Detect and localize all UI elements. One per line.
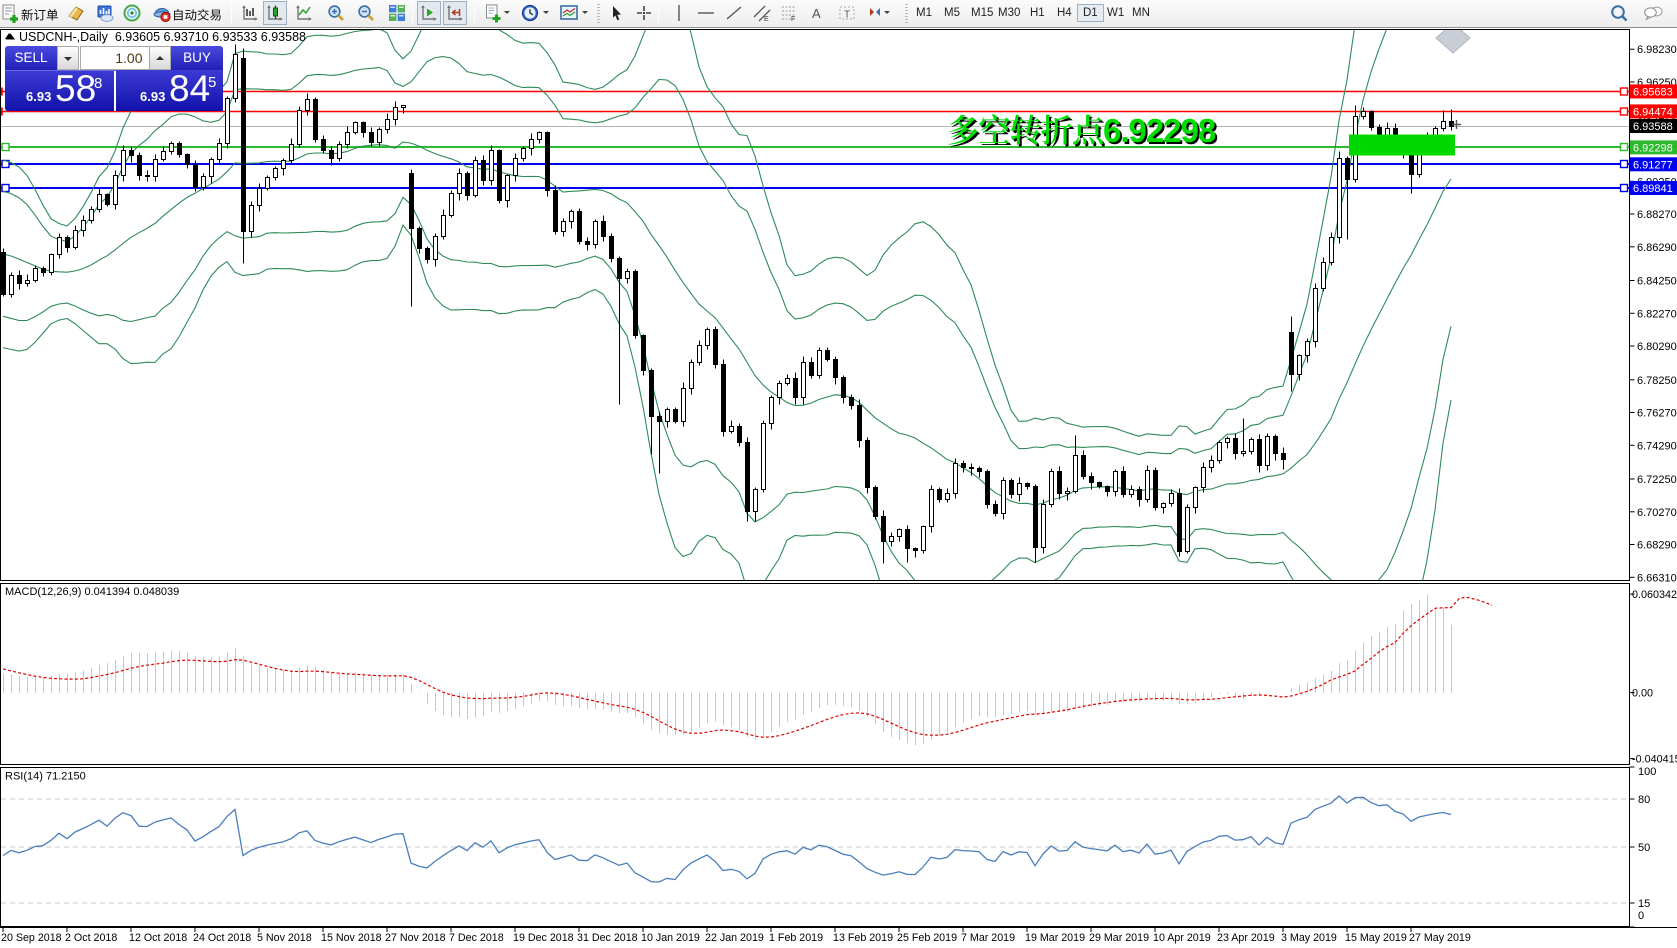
svg-text:20 Sep 2018: 20 Sep 2018 [1, 932, 62, 944]
svg-text:A: A [812, 6, 821, 21]
svg-text:7 Mar 2019: 7 Mar 2019 [961, 932, 1015, 944]
svg-text:6.72250: 6.72250 [1637, 474, 1677, 486]
svg-text:24 Oct 2018: 24 Oct 2018 [193, 932, 251, 944]
svg-text:7 Dec 2018: 7 Dec 2018 [449, 932, 504, 944]
svg-text:5 Nov 2018: 5 Nov 2018 [257, 932, 312, 944]
svg-text:6.93588: 6.93588 [1633, 121, 1673, 133]
svg-text:27 May 2019: 27 May 2019 [1409, 932, 1471, 944]
svg-text:100: 100 [1638, 766, 1656, 778]
svg-text:6.76270: 6.76270 [1637, 408, 1677, 420]
svg-text:6.78250: 6.78250 [1637, 375, 1677, 387]
svg-text:MACD(12,26,9) 0.041394 0.04803: MACD(12,26,9) 0.041394 0.048039 [5, 586, 179, 598]
svg-text:-0.040415: -0.040415 [1632, 754, 1677, 766]
svg-text:6.89841: 6.89841 [1633, 183, 1673, 195]
svg-text:6.91277: 6.91277 [1633, 159, 1673, 171]
svg-text:27 Nov 2018: 27 Nov 2018 [385, 932, 446, 944]
svg-text:23 Apr 2019: 23 Apr 2019 [1217, 932, 1275, 944]
svg-text:1 Feb 2019: 1 Feb 2019 [769, 932, 823, 944]
svg-text:6.94474: 6.94474 [1633, 106, 1673, 118]
svg-text:F: F [791, 16, 795, 23]
svg-text:12 Oct 2018: 12 Oct 2018 [129, 932, 187, 944]
svg-text:0: 0 [1638, 910, 1644, 922]
svg-text:6.82270: 6.82270 [1637, 308, 1677, 320]
svg-text:USDCNH-,Daily 6.93605 6.93710: USDCNH-,Daily 6.93605 6.93710 6.93533 6.… [19, 30, 306, 44]
svg-text:6.66310: 6.66310 [1637, 572, 1677, 584]
svg-text:6.86290: 6.86290 [1637, 242, 1677, 254]
svg-text:15 Nov 2018: 15 Nov 2018 [321, 932, 382, 944]
svg-text:13 Feb 2019: 13 Feb 2019 [833, 932, 893, 944]
svg-text:0.00: 0.00 [1632, 688, 1653, 700]
svg-text:6.92298: 6.92298 [1105, 114, 1218, 151]
svg-text:E: E [764, 16, 769, 23]
svg-text:6.98230: 6.98230 [1637, 44, 1677, 56]
svg-text:19 Dec 2018: 19 Dec 2018 [513, 932, 574, 944]
svg-text:2 Oct 2018: 2 Oct 2018 [65, 932, 117, 944]
svg-text:6.92298: 6.92298 [1103, 112, 1216, 149]
svg-text:6.88270: 6.88270 [1637, 209, 1677, 221]
svg-text:3 May 2019: 3 May 2019 [1281, 932, 1337, 944]
svg-text:6.80290: 6.80290 [1637, 341, 1677, 353]
svg-text:0.060342: 0.060342 [1632, 589, 1677, 601]
svg-text:31 Dec 2018: 31 Dec 2018 [577, 932, 638, 944]
svg-text:15 May 2019: 15 May 2019 [1345, 932, 1407, 944]
svg-text:RSI(14) 71.2150: RSI(14) 71.2150 [5, 771, 86, 783]
svg-text:29 Mar 2019: 29 Mar 2019 [1089, 932, 1149, 944]
svg-text:T: T [844, 10, 850, 21]
svg-text:10 Jan 2019: 10 Jan 2019 [641, 932, 700, 944]
svg-text:6.92298: 6.92298 [1633, 142, 1673, 154]
svg-text:6.84250: 6.84250 [1637, 276, 1677, 288]
svg-text:6.74290: 6.74290 [1637, 440, 1677, 452]
svg-text:15: 15 [1638, 898, 1650, 910]
svg-text:80: 80 [1638, 794, 1650, 806]
svg-text:19 Mar 2019: 19 Mar 2019 [1025, 932, 1085, 944]
svg-text:25 Feb 2019: 25 Feb 2019 [897, 932, 957, 944]
svg-text:10 Apr 2019: 10 Apr 2019 [1153, 932, 1211, 944]
svg-text:50: 50 [1638, 842, 1650, 854]
svg-text:6.70270: 6.70270 [1637, 507, 1677, 519]
svg-text:6.68290: 6.68290 [1637, 540, 1677, 552]
svg-text:22 Jan 2019: 22 Jan 2019 [705, 932, 764, 944]
svg-text:6.95683: 6.95683 [1633, 86, 1673, 98]
